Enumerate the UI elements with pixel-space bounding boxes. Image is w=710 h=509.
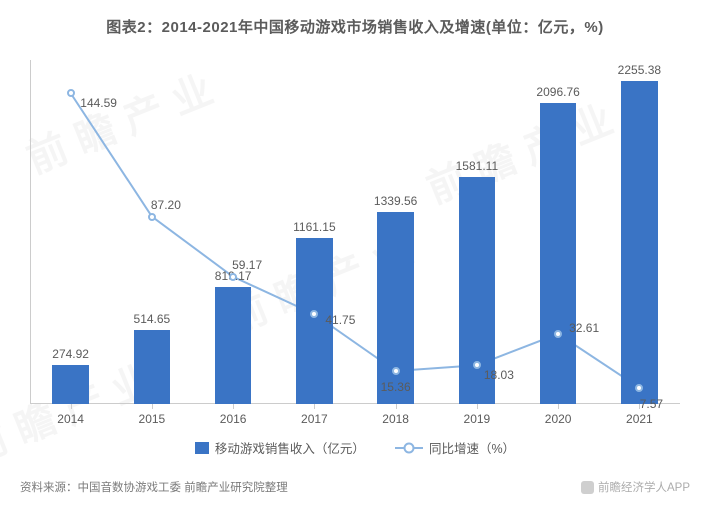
- bar-value-label: 1581.11: [456, 159, 499, 173]
- x-tick: [477, 404, 478, 409]
- x-axis-label: 2020: [545, 412, 572, 426]
- line-point: [554, 330, 562, 338]
- line-value-label: 7.57: [640, 397, 663, 411]
- bar-value-label: 2096.76: [536, 85, 579, 99]
- x-axis-label: 2019: [464, 412, 491, 426]
- bar-value-label: 1339.56: [374, 194, 417, 208]
- x-axis-label: 2014: [57, 412, 84, 426]
- x-tick: [558, 404, 559, 409]
- source-text: 资料来源：中国音数协游戏工委 前瞻产业研究院整理: [20, 479, 288, 495]
- brand-label: 前瞻经济学人APP: [598, 479, 690, 495]
- line-point: [67, 89, 75, 97]
- line-point: [310, 310, 318, 318]
- bar: [621, 81, 658, 404]
- bar: [134, 330, 171, 404]
- line-series: [30, 60, 680, 404]
- legend-bar: 移动游戏销售收入（亿元）: [195, 438, 365, 457]
- brand: 前瞻经济学人APP: [581, 479, 690, 495]
- x-axis-label: 2016: [220, 412, 247, 426]
- x-tick: [152, 404, 153, 409]
- x-axis-label: 2017: [301, 412, 328, 426]
- legend-line-swatch: [395, 447, 423, 449]
- line-point: [635, 384, 643, 392]
- line-value-label: 18.03: [484, 368, 514, 382]
- x-tick: [314, 404, 315, 409]
- line-value-label: 59.17: [232, 258, 262, 272]
- brand-icon: [581, 481, 594, 494]
- bar: [215, 287, 252, 404]
- x-axis-label: 2018: [382, 412, 409, 426]
- legend-line: 同比增速（%）: [395, 438, 515, 457]
- line-value-label: 144.59: [80, 96, 117, 110]
- bar: [540, 103, 577, 404]
- line-value-label: 87.20: [151, 198, 181, 212]
- x-axis-label: 2015: [139, 412, 166, 426]
- bar-value-label: 1161.15: [293, 220, 336, 234]
- line-value-label: 15.36: [381, 380, 411, 394]
- legend-bar-swatch: [195, 442, 209, 454]
- chart-title: 图表2：2014-2021年中国移动游戏市场销售收入及增速(单位：亿元，%): [0, 0, 710, 37]
- x-tick: [233, 404, 234, 409]
- x-tick: [396, 404, 397, 409]
- chart-container: 前瞻产业 前瞻产业 前瞻产业 前瞻产业 图表2：2014-2021年中国移动游戏…: [0, 0, 710, 509]
- line-point: [229, 273, 237, 281]
- line-value-label: 32.61: [569, 321, 599, 335]
- x-axis-label: 2021: [626, 412, 653, 426]
- legend-bar-label: 移动游戏销售收入（亿元）: [215, 438, 365, 457]
- legend: 移动游戏销售收入（亿元） 同比增速（%）: [0, 438, 710, 457]
- bar-value-label: 2255.38: [618, 63, 661, 77]
- x-tick: [71, 404, 72, 409]
- legend-line-label: 同比增速（%）: [429, 438, 515, 457]
- bar: [377, 212, 414, 404]
- line-point: [392, 367, 400, 375]
- bar-value-label: 274.92: [52, 347, 89, 361]
- bar-value-label: 514.65: [134, 312, 171, 326]
- line-point: [148, 213, 156, 221]
- line-point: [473, 361, 481, 369]
- bar: [52, 365, 89, 404]
- plot-area: 274.922014514.652015819.1720161161.15201…: [30, 60, 680, 404]
- line-value-label: 41.75: [325, 313, 355, 327]
